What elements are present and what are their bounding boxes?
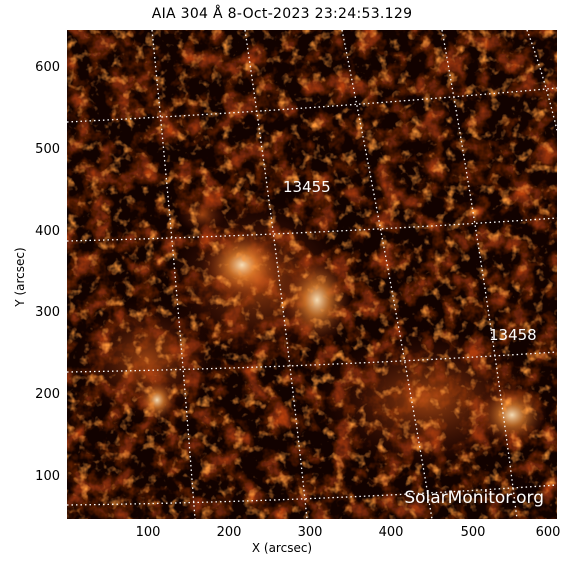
x-tick-label: 400 bbox=[378, 525, 404, 540]
y-tick-label: 400 bbox=[35, 224, 60, 239]
region-label-13455: 13455 bbox=[283, 178, 331, 196]
y-tick-label: 600 bbox=[35, 60, 60, 75]
y-tick-label: 200 bbox=[35, 387, 60, 402]
y-tick-label: 300 bbox=[35, 305, 60, 320]
solar-image bbox=[67, 30, 557, 519]
y-axis-label: Y (arcsec) bbox=[13, 247, 27, 307]
x-tick-label: 100 bbox=[135, 525, 161, 540]
x-tick-label: 600 bbox=[535, 525, 561, 540]
y-tick-label: 500 bbox=[35, 142, 60, 157]
x-tick-label: 300 bbox=[297, 525, 323, 540]
x-tick-label: 200 bbox=[216, 525, 242, 540]
watermark: SolarMonitor.org bbox=[404, 488, 544, 508]
region-label-13458: 13458 bbox=[489, 326, 537, 344]
x-tick-label: 500 bbox=[460, 525, 486, 540]
x-axis-label: X (arcsec) bbox=[251, 541, 313, 555]
solar-image-panel bbox=[67, 30, 557, 519]
y-tick-label: 100 bbox=[35, 469, 60, 484]
image-title: AIA 304 Å 8-Oct-2023 23:24:53.129 bbox=[151, 6, 413, 22]
